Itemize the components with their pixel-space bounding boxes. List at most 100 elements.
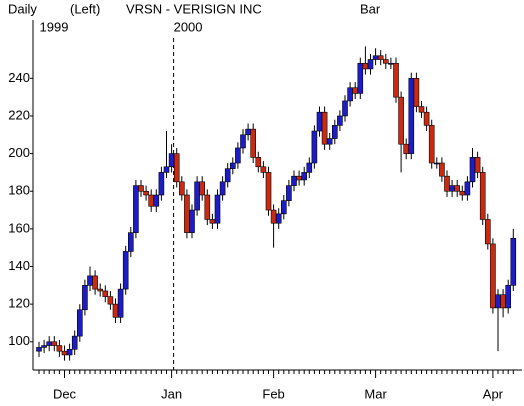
candle-body <box>41 345 47 348</box>
candle-body <box>316 111 323 132</box>
candle-body <box>66 349 73 356</box>
candle-body <box>168 153 175 168</box>
candle-body <box>388 62 394 65</box>
x-tick-label: Apr <box>483 386 504 401</box>
candle-body <box>311 130 318 164</box>
year-label: 2000 <box>174 19 203 34</box>
candle-body <box>199 181 205 196</box>
candle-body <box>265 172 272 211</box>
candle-body <box>148 194 154 207</box>
candle-body <box>433 162 440 165</box>
candle-body <box>464 181 471 196</box>
candle-body <box>209 219 216 224</box>
candle-body <box>92 275 98 290</box>
candle-body <box>337 115 343 126</box>
period-label: Daily <box>8 1 37 16</box>
candle-body <box>97 288 103 292</box>
candle-body <box>291 175 297 186</box>
candle-body <box>377 55 384 60</box>
candle-body <box>382 59 389 64</box>
candle-body <box>347 87 353 102</box>
candle-body <box>367 59 374 70</box>
x-tick-label: Mar <box>364 386 387 401</box>
candle-body <box>469 157 476 183</box>
candle-body <box>418 106 425 113</box>
candle-body <box>117 288 124 318</box>
candle-body <box>484 219 491 245</box>
candle-body <box>459 190 466 196</box>
chart-style: Bar <box>360 1 381 16</box>
candle-body <box>505 285 512 309</box>
candle-body <box>194 181 200 211</box>
y-tick-label: 220 <box>8 107 30 122</box>
candle-body <box>403 143 410 154</box>
candle-body <box>428 125 435 164</box>
candle-body <box>61 350 68 356</box>
candle-body <box>321 111 328 145</box>
candle-body <box>255 157 262 168</box>
candle-body <box>235 147 241 164</box>
candle-body <box>245 128 251 136</box>
candle-body <box>36 347 42 352</box>
y-tick-label: 200 <box>8 145 30 160</box>
x-tick-label: Dec <box>53 386 77 401</box>
candle-body <box>342 100 348 117</box>
axis-side-label: (Left) <box>70 1 100 16</box>
candle-body <box>490 243 496 309</box>
candle-body <box>179 181 185 196</box>
candle-body <box>71 335 78 350</box>
candle-body <box>286 185 292 201</box>
candle-body <box>301 172 308 181</box>
candle-body <box>204 194 211 220</box>
candle-body <box>56 345 63 352</box>
candle-body <box>500 294 506 309</box>
candle-body <box>372 55 379 60</box>
candle-body <box>214 194 221 224</box>
candle-body <box>107 296 114 305</box>
chart-title: VRSN - VERISIGN INC <box>126 1 262 16</box>
candle-body <box>495 294 501 309</box>
candle-body <box>510 237 517 286</box>
candle-body <box>413 78 420 107</box>
candle-body <box>393 62 399 98</box>
candle-body <box>260 166 267 173</box>
candle-body <box>357 62 364 94</box>
candle-body <box>138 185 144 192</box>
candle-body <box>46 341 53 346</box>
candle-body <box>444 175 450 192</box>
candle-body <box>454 185 461 192</box>
candle-body <box>331 125 338 139</box>
candle-body <box>362 62 369 70</box>
candle-body <box>77 309 83 337</box>
candle-body <box>250 128 256 158</box>
candle-body <box>153 194 160 207</box>
candle-body <box>158 172 165 196</box>
candle-body <box>352 87 359 94</box>
candle-body <box>122 251 129 290</box>
candle-body <box>224 168 231 183</box>
candle-body <box>474 157 481 173</box>
candle-body <box>163 166 170 173</box>
x-tick-label: Feb <box>262 386 284 401</box>
candle-body <box>82 285 88 311</box>
y-tick-label: 240 <box>8 70 30 85</box>
candle-body <box>219 181 226 196</box>
candle-body <box>51 341 58 346</box>
candle-body <box>275 213 282 224</box>
candle-body <box>143 190 149 196</box>
candle-body <box>306 162 313 173</box>
candle-body <box>270 209 277 224</box>
candle-body <box>112 303 119 318</box>
candle-body <box>102 290 109 297</box>
candle-body <box>449 185 455 192</box>
candle-body <box>173 153 180 183</box>
y-tick-label: 180 <box>8 183 30 198</box>
y-tick-label: 160 <box>8 220 30 235</box>
candle-body <box>280 200 287 215</box>
candle-body <box>479 172 486 220</box>
x-tick-label: Jan <box>161 386 182 401</box>
candle-body <box>230 162 236 169</box>
candle-body <box>133 185 139 233</box>
candle-body <box>408 78 415 154</box>
